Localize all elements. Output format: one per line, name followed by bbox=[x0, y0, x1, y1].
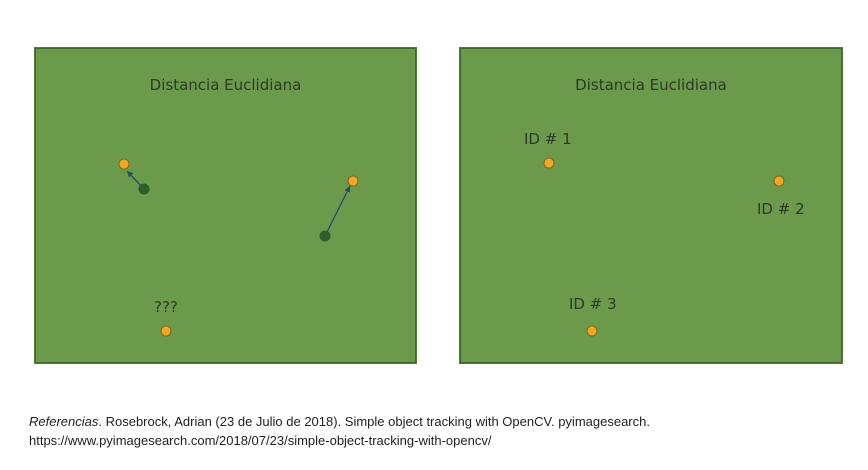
object-id-3-label: ID # 3 bbox=[569, 295, 617, 313]
reference-url[interactable]: https://www.pyimagesearch.com/2018/07/23… bbox=[29, 433, 492, 448]
reference-text: Referencias. Rosebrock, Adrian (23 de Ju… bbox=[29, 412, 849, 450]
object-id-2-label: ID # 2 bbox=[757, 200, 805, 218]
right-panel-title: Distancia Euclidiana bbox=[575, 76, 727, 94]
object-3-centroid bbox=[586, 325, 598, 337]
object-id-1-label: ID # 1 bbox=[524, 130, 572, 148]
displacement-arrow-2 bbox=[324, 185, 351, 237]
left-panel-graphics bbox=[118, 158, 359, 337]
reference-lead: Referencias bbox=[29, 414, 99, 429]
right-panel-graphics bbox=[543, 157, 785, 337]
new-centroid-1 bbox=[118, 158, 130, 170]
previous-centroid-1 bbox=[138, 183, 150, 195]
new-centroid-3 bbox=[160, 325, 172, 337]
reference-citation: . Rosebrock, Adrian (23 de Julio de 2018… bbox=[98, 414, 650, 429]
object-2-centroid bbox=[773, 175, 785, 187]
unknown-object-label: ??? bbox=[154, 298, 178, 316]
previous-centroid-2 bbox=[319, 230, 331, 242]
right-diagram-panel: Distancia Euclidiana ID # 1 ID # 2 ID # … bbox=[459, 47, 843, 364]
object-1-centroid bbox=[543, 157, 555, 169]
new-centroid-2 bbox=[347, 175, 359, 187]
left-diagram-panel: Distancia Euclidiana ??? bbox=[34, 47, 417, 364]
left-panel-title: Distancia Euclidiana bbox=[149, 76, 302, 94]
